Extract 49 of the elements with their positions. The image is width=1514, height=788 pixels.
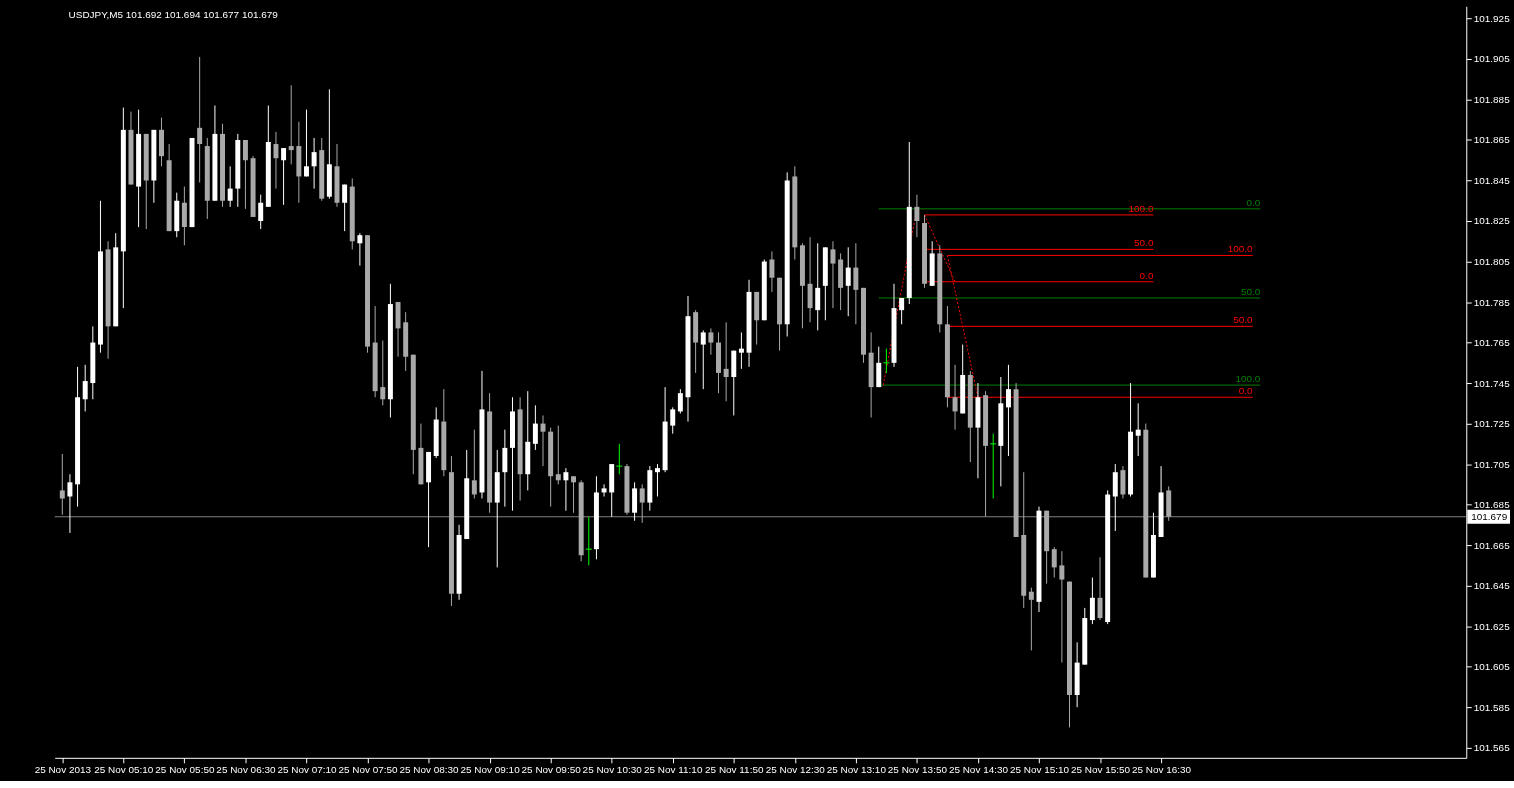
- y-tick-label: 101.885: [1473, 93, 1511, 105]
- ref-line-label: 101.679: [1471, 510, 1508, 522]
- y-tick-label: 101.925: [1473, 12, 1511, 24]
- x-tick-label: 25 Nov 07:50: [338, 764, 399, 776]
- y-tick-label: 101.765: [1473, 337, 1511, 349]
- series-label: 0.0: [1246, 196, 1261, 208]
- series-label: 100.0: [1227, 243, 1254, 255]
- x-tick-label: 25 Nov 06:30: [216, 764, 276, 776]
- y-tick-label: 101.705: [1473, 458, 1511, 470]
- y-tick-label: 101.665: [1473, 539, 1511, 551]
- y-tick-label: 101.865: [1473, 134, 1511, 146]
- x-tick-label: 25 Nov 14:30: [948, 764, 1009, 776]
- x-tick-label: 25 Nov 09:10: [460, 764, 521, 776]
- x-tick-label: 25 Nov 05:50: [155, 764, 215, 776]
- x-tick-label: 25 Nov 12:30: [765, 764, 826, 776]
- y-tick-label: 101.625: [1473, 620, 1511, 632]
- x-tick-label: 25 Nov 07:10: [277, 764, 337, 776]
- y-tick-label: 101.825: [1473, 215, 1511, 227]
- x-tick-label: 25 Nov 09:50: [521, 764, 582, 776]
- x-tick-label: 25 Nov 05:10: [94, 764, 154, 776]
- series-label: 50.0: [1233, 314, 1254, 326]
- y-tick-label: 101.725: [1473, 418, 1511, 430]
- y-tick-label: 101.645: [1473, 580, 1511, 592]
- y-tick-label: 101.685: [1473, 499, 1511, 511]
- y-tick-label: 101.905: [1473, 53, 1511, 65]
- y-tick-label: 101.805: [1473, 256, 1511, 267]
- y-tick-label: 101.785: [1473, 296, 1511, 308]
- y-tick-label: 101.585: [1473, 701, 1511, 713]
- series-label: 0.0: [1238, 385, 1254, 397]
- y-tick-label: 101.845: [1473, 174, 1511, 186]
- x-tick-label: 25 Nov 11:50: [705, 764, 764, 776]
- x-tick-label: 25 Nov 16:30: [1132, 764, 1192, 776]
- series-label: 100.0: [1235, 373, 1261, 385]
- chart-title: USDJPY,M5 101.692 101.694 101.677 101.679: [68, 9, 279, 21]
- series-label: 50.0: [1240, 286, 1261, 297]
- series-label: 50.0: [1134, 237, 1154, 249]
- y-tick-label: 101.605: [1473, 661, 1511, 673]
- x-tick-label: 25 Nov 2013: [34, 764, 92, 776]
- x-tick-label: 25 Nov 10:30: [582, 764, 643, 776]
- x-tick-label: 25 Nov 08:30: [399, 764, 460, 776]
- x-tick-label: 25 Nov 11:10: [644, 764, 703, 776]
- y-tick-label: 101.565: [1473, 742, 1511, 754]
- x-tick-label: 25 Nov 13:50: [887, 764, 948, 776]
- series-label: 100.0: [1128, 202, 1154, 214]
- x-tick-label: 25 Nov 13:10: [826, 764, 887, 776]
- x-tick-label: 25 Nov 15:10: [1009, 764, 1070, 776]
- series-label: 0.0: [1139, 269, 1154, 281]
- x-tick-label: 25 Nov 15:50: [1070, 764, 1131, 776]
- y-tick-label: 101.745: [1473, 377, 1511, 389]
